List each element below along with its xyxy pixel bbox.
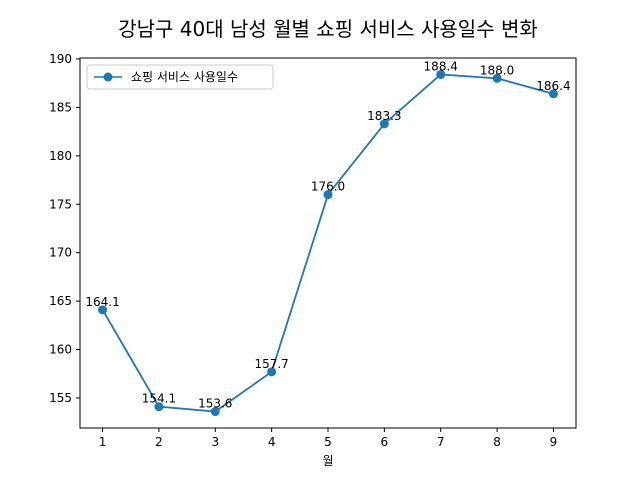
data-label: 157.7 [254, 357, 288, 371]
x-axis-label: 월 [322, 454, 333, 468]
x-tick-label: 2 [155, 435, 163, 449]
series-line [101, 73, 554, 413]
legend[interactable]: 쇼핑 서비스 사용일수 [86, 64, 274, 90]
data-labels: 164.1 154.1 153.6 157.7 176.0 183.3 188.4 188.0… [85, 59, 570, 410]
y-tick-label: 190 [49, 52, 72, 66]
data-point[interactable] [98, 305, 108, 315]
x-tick-label: 4 [268, 435, 276, 449]
data-point[interactable] [548, 89, 558, 99]
x-axis: 1 2 3 4 5 6 7 8 9 [99, 428, 558, 449]
data-label: 164.1 [85, 295, 119, 309]
data-point[interactable] [267, 367, 277, 377]
y-tick-label: 180 [49, 149, 72, 163]
x-tick-label: 5 [324, 435, 332, 449]
y-tick-label: 170 [49, 246, 72, 260]
data-label: 188.0 [480, 63, 514, 77]
data-label: 188.4 [424, 59, 458, 73]
y-tick-label: 160 [49, 343, 72, 357]
x-tick-label: 8 [493, 435, 501, 449]
data-point[interactable] [379, 119, 389, 129]
data-label: 176.0 [311, 180, 345, 194]
x-tick-label: 7 [437, 435, 445, 449]
data-label: 154.1 [142, 392, 176, 406]
data-label: 183.3 [367, 109, 401, 123]
y-axis: 155 160 165 170 175 180 185 190 [49, 52, 80, 405]
data-label: 153.6 [198, 397, 232, 411]
y-tick-label: 175 [49, 197, 72, 211]
data-point[interactable] [154, 402, 164, 412]
data-point[interactable] [436, 69, 446, 79]
x-tick-label: 3 [211, 435, 219, 449]
x-tick-label: 1 [99, 435, 107, 449]
chart-title: 강남구 40대 남성 월별 쇼핑 서비스 사용일수 변화 [118, 17, 538, 41]
legend-marker-swatch [103, 72, 113, 82]
data-point[interactable] [323, 190, 333, 200]
y-tick-label: 165 [49, 294, 72, 308]
legend-box [86, 64, 274, 90]
x-tick-label: 6 [381, 435, 389, 449]
data-label: 186.4 [536, 79, 570, 93]
x-tick-label: 9 [550, 435, 558, 449]
y-tick-label: 185 [49, 100, 72, 114]
y-tick-label: 155 [49, 391, 72, 405]
data-point[interactable] [210, 407, 220, 417]
legend-entry-label: 쇼핑 서비스 사용일수 [131, 70, 238, 84]
data-point[interactable] [492, 73, 502, 83]
plot-frame [79, 57, 577, 429]
series-group [98, 69, 558, 417]
